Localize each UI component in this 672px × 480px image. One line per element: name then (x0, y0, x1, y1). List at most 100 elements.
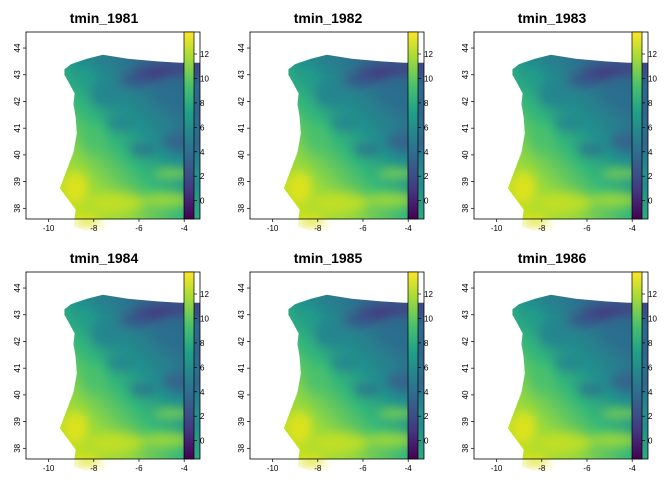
colorbar-tick-label: 4 (648, 388, 653, 397)
colorbar-tick-label: 8 (200, 339, 205, 348)
lat-tick-label: 42 (461, 336, 470, 345)
lat-tick-label: 44 (13, 283, 22, 292)
lat-tick-label: 42 (461, 96, 470, 105)
colorbar-tick-label: 2 (424, 172, 429, 181)
colorbar-tick-label: 12 (424, 50, 433, 59)
lon-tick-label: -10 (267, 224, 279, 233)
colorbar-tick-label: 0 (648, 197, 653, 206)
colorbar-tick-label: 10 (200, 74, 209, 83)
map-panel-2: tmin_1982 -10 -8 -6 -4 38 39 40 41 42 43 44 0 2 4 6 8 10 1… (224, 0, 448, 240)
colorbar-tick-label: 10 (648, 314, 657, 323)
colorbar (631, 271, 643, 460)
lat-tick-label: 42 (13, 336, 22, 345)
lon-tick-label: -10 (43, 464, 55, 473)
lat-tick-label: 42 (13, 96, 22, 105)
lat-tick-label: 40 (13, 390, 22, 399)
lat-tick-label: 39 (461, 417, 470, 426)
colorbar (183, 271, 195, 460)
colorbar-tick-label: 10 (424, 314, 433, 323)
lon-tick-label: -8 (90, 224, 98, 233)
map-frame (473, 271, 649, 460)
lon-tick-label: -4 (629, 224, 637, 233)
colorbar-tick-label: 12 (424, 290, 433, 299)
lat-tick-label: 41 (13, 123, 22, 132)
lon-tick-label: -8 (314, 464, 322, 473)
lat-tick-label: 43 (461, 310, 470, 319)
lon-tick-label: -6 (359, 464, 367, 473)
colorbar-tick-label: 12 (200, 50, 209, 59)
colorbar-tick-label: 8 (424, 339, 429, 348)
lat-tick-label: 43 (461, 70, 470, 79)
lat-tick-label: 40 (461, 390, 470, 399)
colorbar-tick-label: 8 (648, 99, 653, 108)
lat-tick-label: 41 (461, 363, 470, 372)
lat-tick-label: 39 (13, 417, 22, 426)
lon-tick-label: -4 (181, 224, 189, 233)
lat-tick-label: 43 (237, 70, 246, 79)
tmin-raster (59, 294, 201, 467)
lat-tick-label: 39 (461, 177, 470, 186)
map-plot: -10 -8 -6 -4 38 39 40 41 42 43 44 0 2 4 6 8 10 12 (461, 271, 657, 473)
lat-tick-label: 44 (13, 43, 22, 52)
colorbar-tick-label: 4 (200, 148, 205, 157)
map-frame (249, 271, 425, 460)
colorbar-tick-label: 6 (200, 123, 205, 132)
map-frame (25, 271, 201, 460)
colorbar-tick-label: 6 (424, 123, 429, 132)
map-panel-6: tmin_1986 -10 -8 -6 -4 38 39 40 41 42 43 44 0 2 4 6 8 10 1… (448, 240, 672, 480)
lon-tick-label: -6 (583, 464, 591, 473)
map-plot: -10 -8 -6 -4 38 39 40 41 42 43 44 0 2 4 6 8 10 12 (237, 271, 433, 473)
tmin-raster (283, 54, 425, 227)
lon-tick-label: -4 (181, 464, 189, 473)
lat-tick-label: 38 (13, 443, 22, 452)
lat-tick-label: 40 (13, 150, 22, 159)
panel-title: tmin_1981 (69, 10, 139, 26)
colorbar (407, 31, 419, 220)
lat-tick-label: 44 (237, 283, 246, 292)
lat-tick-label: 44 (461, 283, 470, 292)
lat-tick-label: 41 (13, 363, 22, 372)
colorbar-tick-label: 2 (648, 412, 653, 421)
colorbar-tick-label: 8 (424, 99, 429, 108)
colorbar-tick-label: 2 (424, 412, 429, 421)
colorbar-tick-label: 6 (424, 363, 429, 372)
lon-tick-label: -10 (491, 224, 503, 233)
lon-tick-label: -4 (405, 224, 413, 233)
colorbar-tick-label: 12 (200, 290, 209, 299)
colorbar-tick-label: 4 (200, 388, 205, 397)
colorbar-tick-label: 4 (424, 148, 429, 157)
lon-tick-label: -4 (629, 464, 637, 473)
lat-tick-label: 42 (237, 336, 246, 345)
map-plot: -10 -8 -6 -4 38 39 40 41 42 43 44 0 2 4 6 8 10 12 (237, 31, 433, 233)
lat-tick-label: 40 (237, 150, 246, 159)
tmin-raster (507, 294, 649, 467)
lat-tick-label: 38 (13, 203, 22, 212)
map-panel-4: tmin_1984 -10 -8 -6 -4 38 39 40 41 42 43 44 0 2 4 6 8 10 1… (0, 240, 224, 480)
lat-tick-label: 43 (237, 310, 246, 319)
map-panel-1: tmin_1981 -10 -8 -6 -4 38 39 40 41 42 43 44 0 2 4 6 8 10 1… (0, 0, 224, 240)
colorbar-tick-label: 0 (424, 197, 429, 206)
lon-tick-label: -8 (314, 224, 322, 233)
colorbar-tick-label: 0 (200, 197, 205, 206)
colorbar (183, 31, 195, 220)
map-plot: -10 -8 -6 -4 38 39 40 41 42 43 44 0 2 4 6 8 10 12 (13, 271, 209, 473)
colorbar-tick-label: 10 (424, 74, 433, 83)
colorbar-tick-label: 12 (648, 50, 657, 59)
colorbar-tick-label: 4 (648, 148, 653, 157)
lon-tick-label: -6 (359, 224, 367, 233)
lon-tick-label: -8 (538, 464, 546, 473)
map-frame (249, 31, 425, 220)
lat-tick-label: 42 (237, 96, 246, 105)
colorbar-tick-label: 4 (424, 388, 429, 397)
tmin-raster (507, 54, 649, 227)
lat-tick-label: 40 (237, 390, 246, 399)
lat-tick-label: 41 (237, 123, 246, 132)
colorbar-tick-label: 8 (648, 339, 653, 348)
lat-tick-label: 41 (237, 363, 246, 372)
lon-tick-label: -8 (538, 224, 546, 233)
colorbar-tick-label: 10 (200, 314, 209, 323)
lat-tick-label: 38 (237, 443, 246, 452)
colorbar-tick-label: 2 (648, 172, 653, 181)
colorbar-tick-label: 6 (648, 123, 653, 132)
